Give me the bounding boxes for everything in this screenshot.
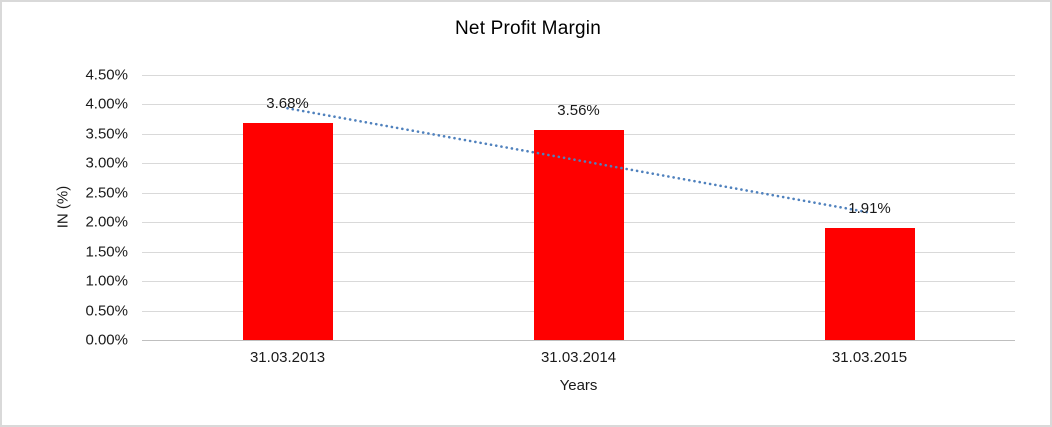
x-axis-tick-label: 31.03.2015 — [831, 349, 908, 366]
bar-31.03.2014 — [533, 130, 624, 340]
y-axis-tick-label: 0.50% — [85, 302, 128, 320]
y-axis-tick-label: 2.50% — [85, 184, 128, 202]
gridline — [142, 104, 1015, 106]
chart-title: Net Profit Margin — [455, 18, 601, 39]
bar-31.03.2013 — [242, 123, 333, 340]
y-axis-tick-label: 3.50% — [85, 125, 128, 143]
y-axis-tick-label: 1.50% — [85, 243, 128, 261]
y-axis-tick-label: 4.50% — [85, 66, 128, 84]
y-axis-tick-label: 4.00% — [85, 95, 128, 113]
y-axis-tick-label: 2.00% — [85, 213, 128, 231]
data-label: 3.56% — [557, 102, 600, 120]
y-axis-tick-label: 1.00% — [85, 272, 128, 290]
y-axis-tick-label: 3.00% — [85, 154, 128, 172]
data-label: 3.68% — [266, 95, 309, 113]
data-label: 1.91% — [848, 199, 891, 217]
x-axis-title: Years — [559, 377, 598, 394]
bar-31.03.2015 — [824, 227, 915, 340]
y-axis-tick-label: 0.00% — [85, 331, 128, 349]
x-axis-line — [142, 340, 1015, 341]
gridline — [142, 75, 1015, 76]
x-axis-tick-label: 31.03.2014 — [540, 349, 617, 366]
x-axis-tick-label: 31.03.2013 — [249, 349, 326, 366]
